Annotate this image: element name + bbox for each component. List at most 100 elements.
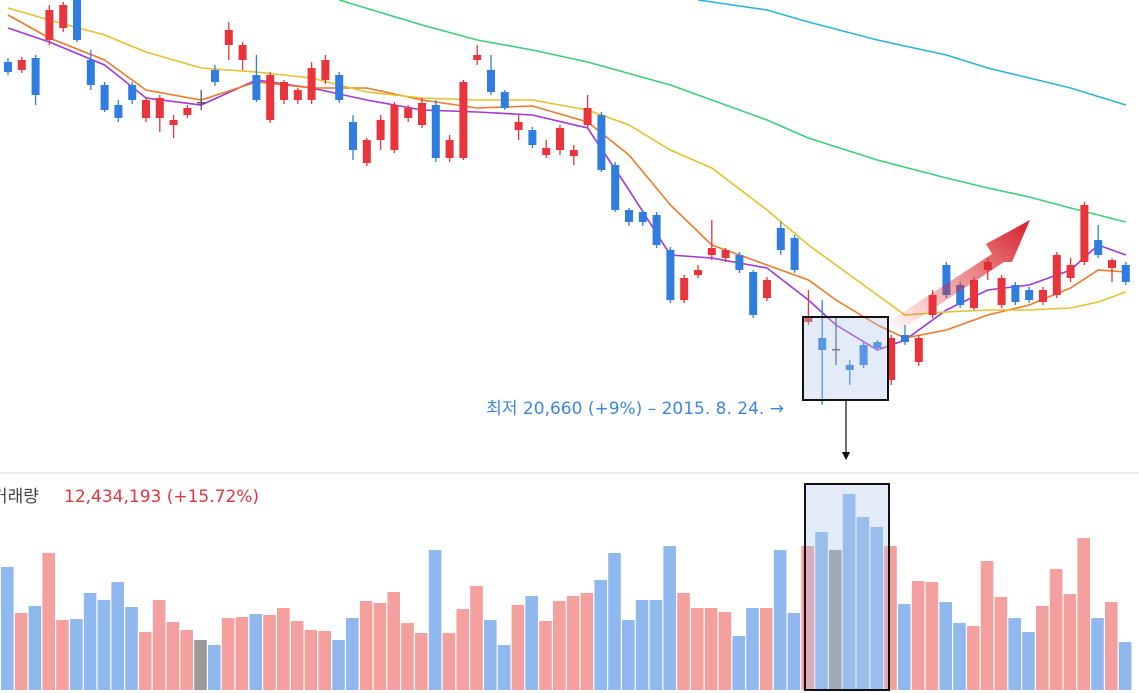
candle-body — [155, 98, 164, 118]
moving-average-line — [697, 0, 1127, 106]
candle-body — [100, 85, 109, 110]
candle-body — [694, 270, 702, 275]
candle-body — [1108, 260, 1116, 268]
candle-body — [45, 10, 54, 40]
volume-bar — [1077, 538, 1090, 690]
candle-body — [142, 100, 150, 118]
candle-body — [1066, 265, 1075, 278]
highlight-box — [804, 483, 890, 691]
volume-bar — [511, 605, 525, 690]
candle-body — [914, 338, 923, 362]
candle-body — [887, 338, 896, 380]
candle-body — [114, 105, 123, 118]
volume-bar — [42, 553, 55, 690]
volume-bar — [470, 586, 483, 690]
volume-bar — [111, 582, 124, 690]
volume-bar — [580, 593, 594, 690]
volume-bar — [773, 550, 787, 690]
candle-body — [873, 342, 882, 348]
volume-bar — [290, 621, 304, 690]
candle-body — [86, 60, 95, 85]
low-annotation: 최저 20,660 (+9%) – 2015. 8. 24. → — [486, 399, 784, 419]
volume-bar — [842, 494, 856, 690]
candle-body — [763, 280, 771, 298]
volume-bar — [815, 532, 828, 690]
volume-bar — [663, 546, 676, 690]
candle-body — [280, 82, 288, 100]
candle-body — [970, 280, 978, 308]
candle-body — [500, 92, 509, 108]
volume-bar — [898, 604, 911, 690]
volume-bar — [97, 600, 111, 690]
candle-body — [514, 122, 523, 130]
candle-body — [418, 103, 426, 125]
candle-body — [238, 45, 247, 60]
volume-bar — [911, 581, 925, 690]
volume-bar — [622, 620, 635, 690]
candle-body — [252, 75, 261, 100]
candle-body — [183, 108, 192, 115]
candle-body — [31, 58, 40, 95]
volume-bars — [1, 494, 1132, 690]
volume-bar — [787, 613, 801, 690]
candle-body — [749, 272, 758, 315]
candle-body — [487, 70, 495, 92]
volume-bar — [704, 608, 718, 690]
trend-arrow — [888, 220, 1030, 332]
moving-average-line — [7, 7, 1127, 316]
volume-bar — [925, 582, 939, 690]
candle-body — [473, 55, 482, 60]
volume-bar — [1036, 606, 1049, 690]
candle-body — [735, 255, 744, 270]
volume-bar — [401, 623, 414, 690]
volume-bar — [539, 621, 552, 690]
candle-body — [4, 62, 12, 72]
volume-bar — [70, 619, 83, 690]
volume-bar — [691, 608, 704, 690]
volume-bar — [318, 631, 331, 690]
candle-body — [293, 90, 302, 100]
candle-body — [431, 105, 440, 158]
candle-body — [901, 335, 909, 342]
candle-body — [666, 250, 675, 300]
candle-body — [638, 212, 647, 222]
volume-bar — [152, 600, 166, 690]
candle-body — [224, 30, 233, 45]
candle-body — [349, 122, 357, 150]
candle-body — [307, 68, 316, 100]
volume-bar — [1008, 618, 1021, 690]
candle-body — [1039, 290, 1047, 302]
candle-body — [211, 70, 219, 82]
volume-bar — [139, 632, 152, 690]
volume-bar — [746, 608, 759, 690]
candle-body — [652, 215, 661, 245]
candle-body — [1052, 255, 1061, 295]
volume-bar — [194, 640, 207, 690]
candle-body — [859, 345, 868, 365]
volume-bar — [125, 607, 138, 690]
volume-bar — [1, 567, 14, 690]
candle-body — [997, 278, 1006, 305]
candle-body — [404, 108, 413, 118]
volume-bar — [28, 606, 42, 690]
candle-body — [790, 238, 799, 270]
volume-bar — [263, 615, 276, 690]
candle-body — [583, 108, 592, 125]
volume-bar — [594, 580, 607, 690]
candle-body — [597, 115, 606, 170]
volume-bar — [387, 592, 400, 690]
candle-body — [321, 60, 330, 80]
candle-body — [459, 82, 468, 158]
candles — [4, 0, 1130, 405]
volume-bar — [166, 622, 180, 690]
volume-bar — [980, 561, 994, 690]
candle-body — [362, 140, 371, 163]
moving-averages — [7, 0, 1127, 351]
volume-bar — [415, 633, 428, 690]
candle-body — [128, 85, 137, 100]
volume-label: 거래량 — [0, 487, 39, 507]
volume-bar — [829, 550, 842, 690]
volume-bar — [677, 593, 690, 690]
candle-body — [445, 140, 454, 158]
candle-body — [721, 250, 730, 258]
